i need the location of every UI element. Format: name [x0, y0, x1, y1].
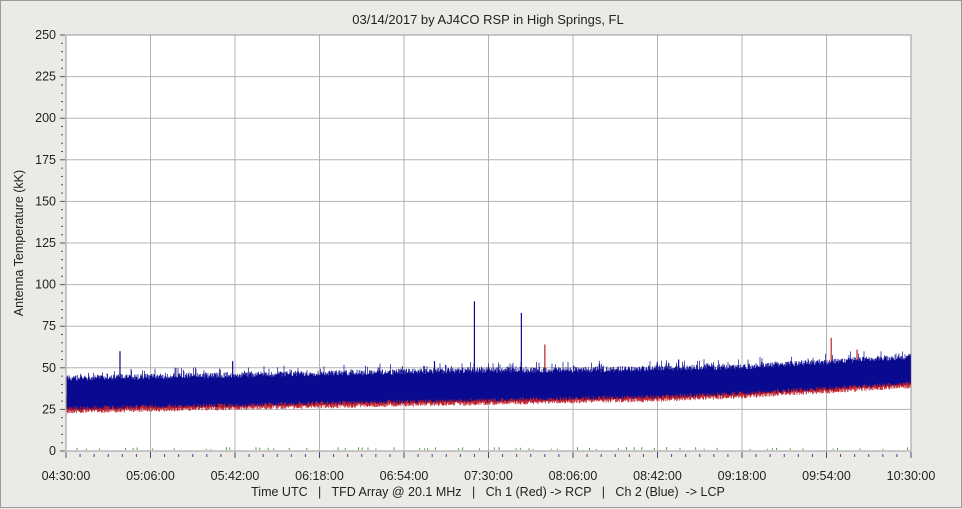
series-ch2-lcp: [66, 301, 911, 411]
x-tick-label: 08:42:00: [633, 469, 682, 483]
y-tick-label: 0: [49, 444, 56, 458]
y-tick-label: 150: [35, 194, 56, 208]
y-axis-label: Antenna Temperature (kK): [12, 170, 26, 316]
y-tick-label: 50: [42, 361, 56, 375]
y-tick-label: 200: [35, 111, 56, 125]
y-tick-label: 25: [42, 402, 56, 416]
y-tick-label: 100: [35, 278, 56, 292]
series-ch3-baseline: [76, 447, 908, 450]
x-tick-label: 06:18:00: [295, 469, 344, 483]
baseline-noise: [76, 447, 908, 450]
x-tick-label: 05:42:00: [211, 469, 260, 483]
x-axis-label: Time UTC | TFD Array @ 20.1 MHz | Ch 1 (…: [251, 485, 725, 499]
x-tick-label: 04:30:00: [42, 469, 91, 483]
x-tick-label: 06:54:00: [380, 469, 429, 483]
y-tick-label: 250: [35, 28, 56, 42]
chart-title: 03/14/2017 by AJ4CO RSP in High Springs,…: [352, 12, 623, 27]
x-tick-label: 08:06:00: [549, 469, 598, 483]
series-band: [66, 351, 911, 411]
y-tick-label: 175: [35, 153, 56, 167]
data-layer: [66, 301, 911, 450]
x-tick-label: 10:30:00: [887, 469, 936, 483]
y-tick-label: 225: [35, 70, 56, 84]
y-tick-label: 125: [35, 236, 56, 250]
x-tick-label: 09:54:00: [802, 469, 851, 483]
y-tick-label: 75: [42, 319, 56, 333]
x-tick-label: 09:18:00: [718, 469, 767, 483]
axes: 0 25 50 75 100 125 150 175 200 225 250 04:30:00 05:0…: [35, 28, 935, 483]
x-tick-label: 07:30:00: [464, 469, 513, 483]
x-tick-label: 05:06:00: [126, 469, 175, 483]
plot-border: [65, 34, 912, 452]
